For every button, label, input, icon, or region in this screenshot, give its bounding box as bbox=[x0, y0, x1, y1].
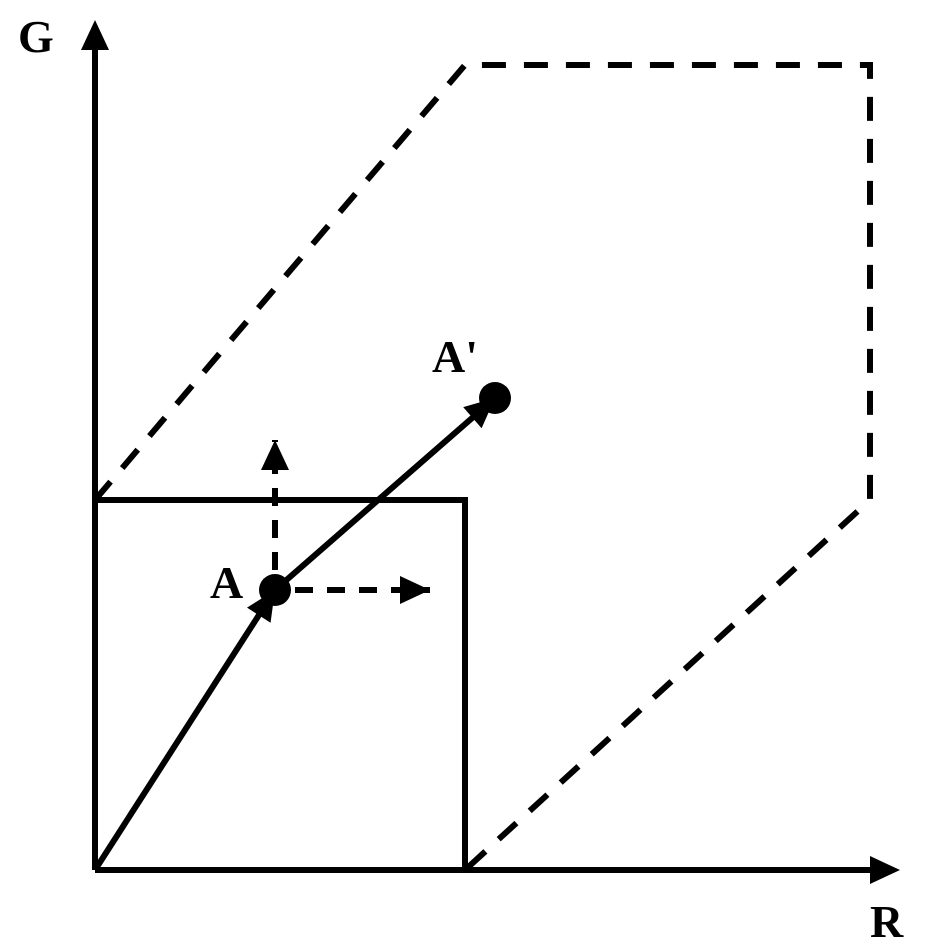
point-a-prime-label: A' bbox=[432, 330, 478, 383]
point-a-prime bbox=[479, 382, 511, 414]
outer-gamut-hexagon bbox=[95, 65, 870, 870]
point-a-label: A bbox=[210, 556, 243, 609]
arrowhead-icon bbox=[400, 576, 430, 604]
x-axis-label: R bbox=[870, 895, 903, 948]
arrowhead-icon bbox=[261, 440, 289, 470]
diagram-stage: G R A A' bbox=[0, 0, 925, 950]
inner-gamut-square bbox=[95, 500, 465, 870]
y-axis-label: G bbox=[18, 10, 54, 63]
point-a bbox=[259, 574, 291, 606]
arrowhead-icon bbox=[870, 856, 900, 884]
diagram-svg bbox=[0, 0, 925, 950]
vector-origin-to-a bbox=[95, 605, 265, 870]
arrowhead-icon bbox=[81, 20, 109, 50]
